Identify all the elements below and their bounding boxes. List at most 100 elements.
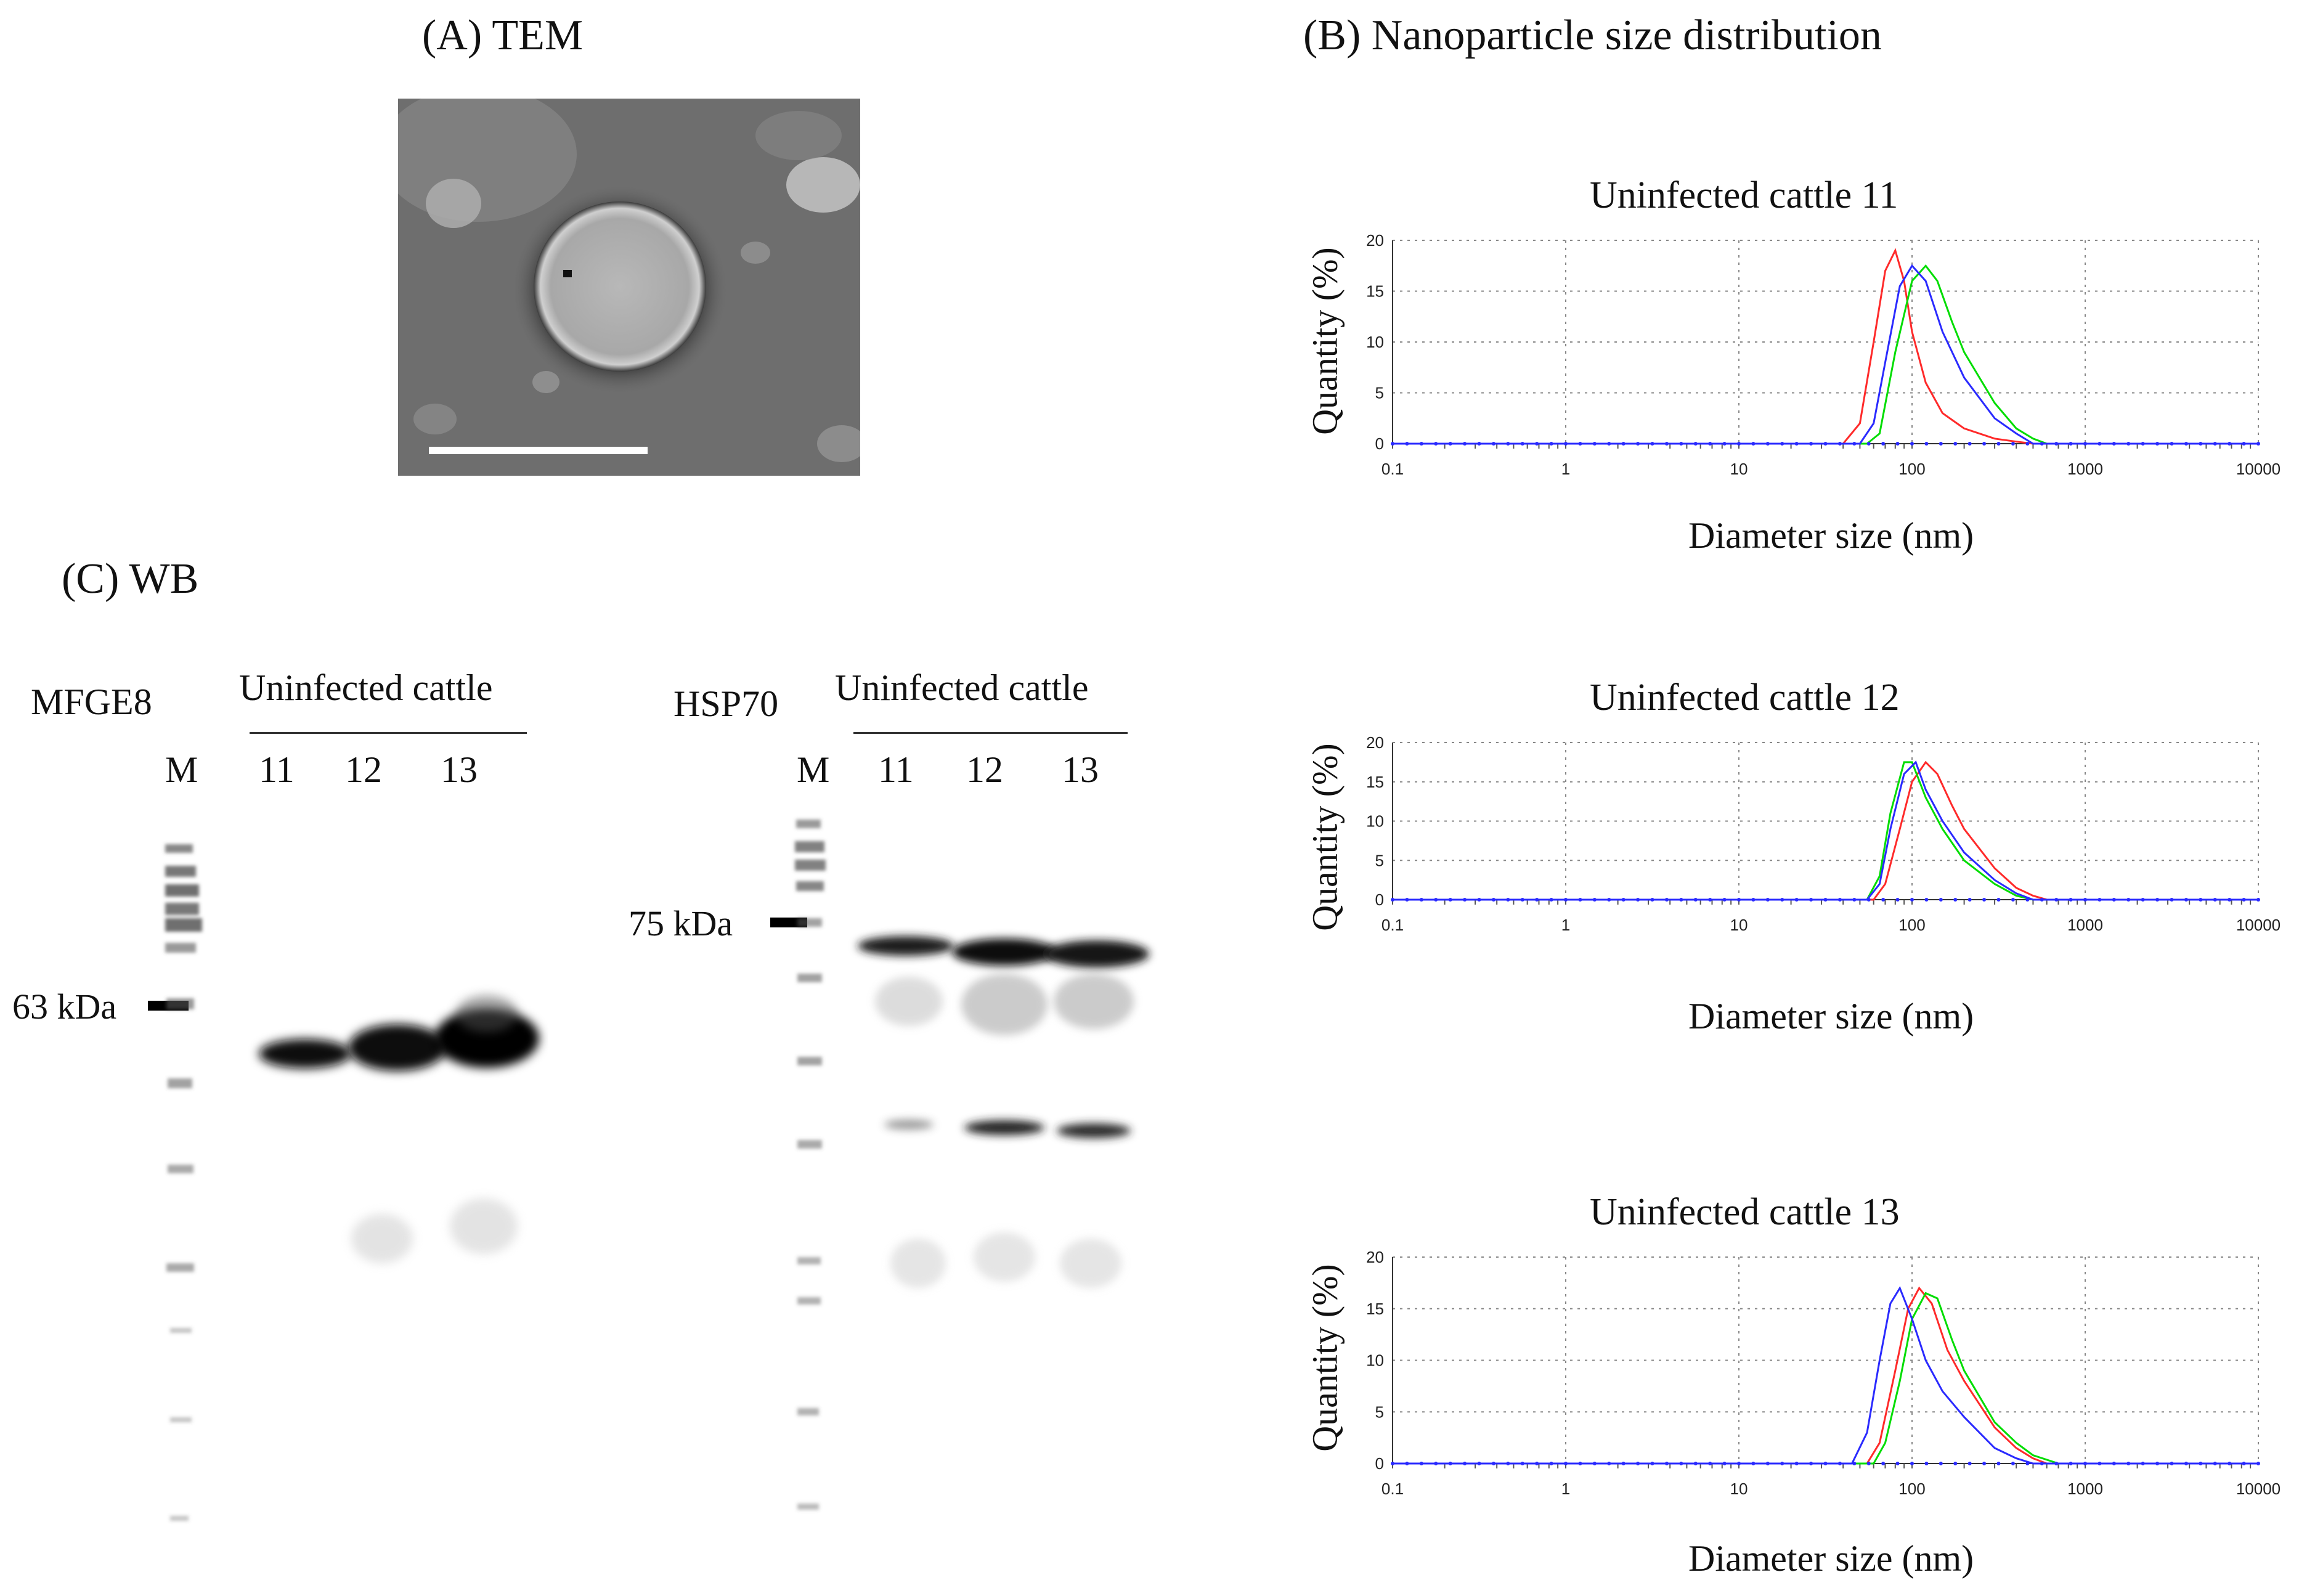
baseline-marker: [1477, 442, 1481, 446]
baseline-marker: [2184, 898, 2188, 902]
baseline-marker: [2170, 442, 2174, 446]
baseline-marker: [1881, 1462, 1886, 1465]
wb-left-marker-label: M: [165, 749, 198, 790]
baseline-marker: [1852, 442, 1857, 446]
baseline-marker: [1491, 898, 1495, 902]
baseline-marker: [1520, 442, 1524, 446]
baseline-marker: [1693, 898, 1698, 902]
wb-left-group: Uninfected cattle: [239, 667, 493, 708]
baseline-marker: [1722, 442, 1727, 446]
baseline-marker: [2054, 442, 2059, 446]
x-axis-label: Diameter size (nm): [1688, 515, 1974, 556]
baseline-marker: [1549, 1462, 1553, 1465]
baseline-marker: [1881, 898, 1886, 902]
baseline-marker: [2083, 1462, 2087, 1465]
baseline-marker: [1737, 442, 1741, 446]
baseline-marker: [1708, 898, 1712, 902]
baseline-marker: [2170, 898, 2174, 902]
baseline-marker: [1722, 1462, 1727, 1465]
baseline-marker: [1463, 1462, 1467, 1465]
baseline-marker: [2025, 898, 2030, 902]
baseline-marker: [2069, 898, 2073, 902]
baseline-marker: [1737, 898, 1741, 902]
baseline-marker: [2199, 898, 2203, 902]
wb-left-lane-11: 11: [259, 749, 295, 790]
wb-left-blot: [165, 844, 539, 1521]
baseline-marker: [1650, 1462, 1654, 1465]
baseline-marker: [1592, 1462, 1597, 1465]
baseline-marker: [1823, 898, 1828, 902]
baseline-marker: [1837, 1462, 1842, 1465]
baseline-marker: [1939, 898, 1943, 902]
baseline-marker: [2170, 1462, 2174, 1465]
baseline-marker: [1419, 442, 1423, 446]
wb-right-mw-label: 75 kDa: [629, 903, 733, 943]
baseline-marker: [1982, 1462, 1987, 1465]
baseline-marker: [2126, 1462, 2131, 1465]
wb-right-ladder: [795, 820, 826, 1510]
baseline-marker: [1391, 1462, 1394, 1465]
tem-vesicle: [534, 202, 706, 372]
y-tick-label: 0: [1375, 1454, 1384, 1473]
x-tick-label: 1000: [2067, 1480, 2103, 1498]
baseline-marker: [1693, 442, 1698, 446]
baseline-marker: [1448, 442, 1452, 446]
baseline-marker: [1535, 1462, 1539, 1465]
series-line-2: [1393, 760, 2258, 901]
baseline-marker: [1794, 442, 1799, 446]
baseline-marker: [1895, 442, 1900, 446]
x-axis-label: Diameter size (nm): [1688, 1538, 1974, 1579]
baseline-marker: [1823, 1462, 1828, 1465]
baseline-marker: [1751, 1462, 1756, 1465]
series-line-0: [1393, 760, 2258, 901]
baseline-marker: [1391, 898, 1394, 902]
wb-right-group-rule: [853, 732, 1128, 734]
baseline-marker: [1939, 442, 1943, 446]
baseline-marker: [1895, 1462, 1900, 1465]
x-tick-label: 10: [1730, 1480, 1748, 1498]
baseline-marker: [1621, 898, 1626, 902]
series-line-0: [1393, 248, 2258, 445]
baseline-marker: [1910, 898, 1914, 902]
baseline-marker: [1549, 442, 1553, 446]
wb-left-ladder: [165, 844, 202, 1521]
wb-right-protein: HSP70: [673, 683, 779, 724]
baseline-marker: [1982, 442, 1987, 446]
baseline-marker: [1607, 898, 1611, 902]
baseline-marker: [1708, 442, 1712, 446]
y-tick-label: 20: [1366, 733, 1384, 752]
baseline-marker: [1910, 442, 1914, 446]
baseline-marker: [2083, 898, 2087, 902]
baseline-marker: [2155, 1462, 2160, 1465]
panel-a-title: (A) TEM: [422, 12, 584, 59]
baseline-marker: [1737, 1462, 1741, 1465]
baseline-marker: [2184, 1462, 2188, 1465]
baseline-marker: [1405, 442, 1409, 446]
baseline-marker: [1751, 898, 1756, 902]
baseline-marker: [2098, 1462, 2102, 1465]
chart-title: Uninfected cattle 12: [1590, 677, 1900, 719]
baseline-marker: [1592, 442, 1597, 446]
baseline-marker: [2126, 898, 2131, 902]
baseline-marker: [2228, 442, 2232, 446]
y-tick-label: 10: [1366, 1351, 1384, 1370]
baseline-marker: [1693, 1462, 1698, 1465]
baseline-marker: [1506, 1462, 1510, 1465]
y-tick-label: 0: [1375, 434, 1384, 453]
baseline-marker: [1621, 442, 1626, 446]
baseline-marker: [1448, 898, 1452, 902]
series-line-1: [1393, 264, 2258, 445]
baseline-marker: [1765, 1462, 1770, 1465]
y-tick-label: 15: [1366, 1300, 1384, 1318]
size-chart-11: Uninfected cattle 11 Quantity (%) Diamet…: [1294, 166, 2298, 567]
baseline-marker: [2112, 898, 2116, 902]
series-line-1: [1393, 761, 2258, 901]
baseline-marker: [1953, 442, 1958, 446]
baseline-marker: [2228, 898, 2232, 902]
baseline-marker: [1621, 1462, 1626, 1465]
baseline-marker: [1405, 1462, 1409, 1465]
x-tick-label: 1000: [2067, 916, 2103, 934]
baseline-marker: [1881, 442, 1886, 446]
wb-right-bands: [858, 936, 1149, 1288]
baseline-marker: [1477, 1462, 1481, 1465]
